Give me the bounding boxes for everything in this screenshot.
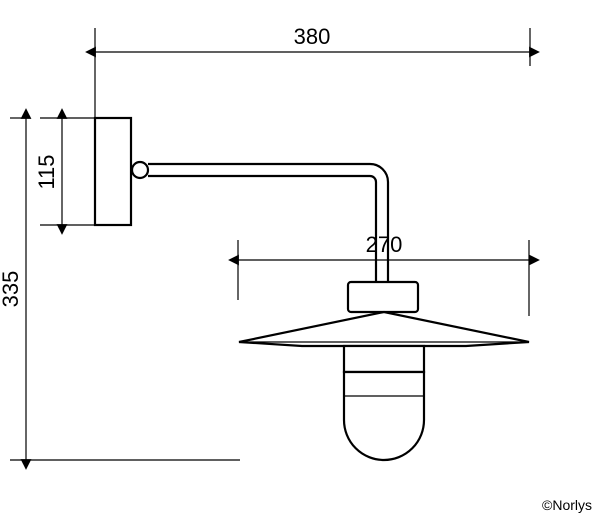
dim-overall-height: 335 [0, 118, 26, 460]
lamp-outline [95, 118, 529, 460]
dim-shade-width: 270 [238, 232, 530, 260]
arm-elbow [370, 164, 388, 182]
lamp-collar [344, 346, 424, 372]
copyright-label: ©Norlys [542, 497, 592, 513]
arm-joint [132, 162, 148, 178]
dimensions: 380 115 335 270 [0, 24, 530, 460]
dim-overall-width-label: 380 [294, 24, 331, 49]
extension-lines [10, 28, 530, 460]
wall-plate [95, 118, 131, 225]
dim-shade-width-label: 270 [366, 232, 403, 257]
arm-horizontal [148, 164, 370, 176]
lamp-dimension-drawing: 380 115 335 270 ©Norlys [0, 0, 600, 518]
dim-bracket-height: 115 [34, 118, 62, 225]
dim-overall-height-label: 335 [0, 271, 23, 308]
lamp-glass [344, 372, 424, 460]
lamp-cap [348, 282, 418, 312]
lamp-shade [239, 312, 529, 346]
dim-bracket-height-label: 115 [34, 154, 59, 189]
dim-overall-width: 380 [95, 24, 530, 52]
